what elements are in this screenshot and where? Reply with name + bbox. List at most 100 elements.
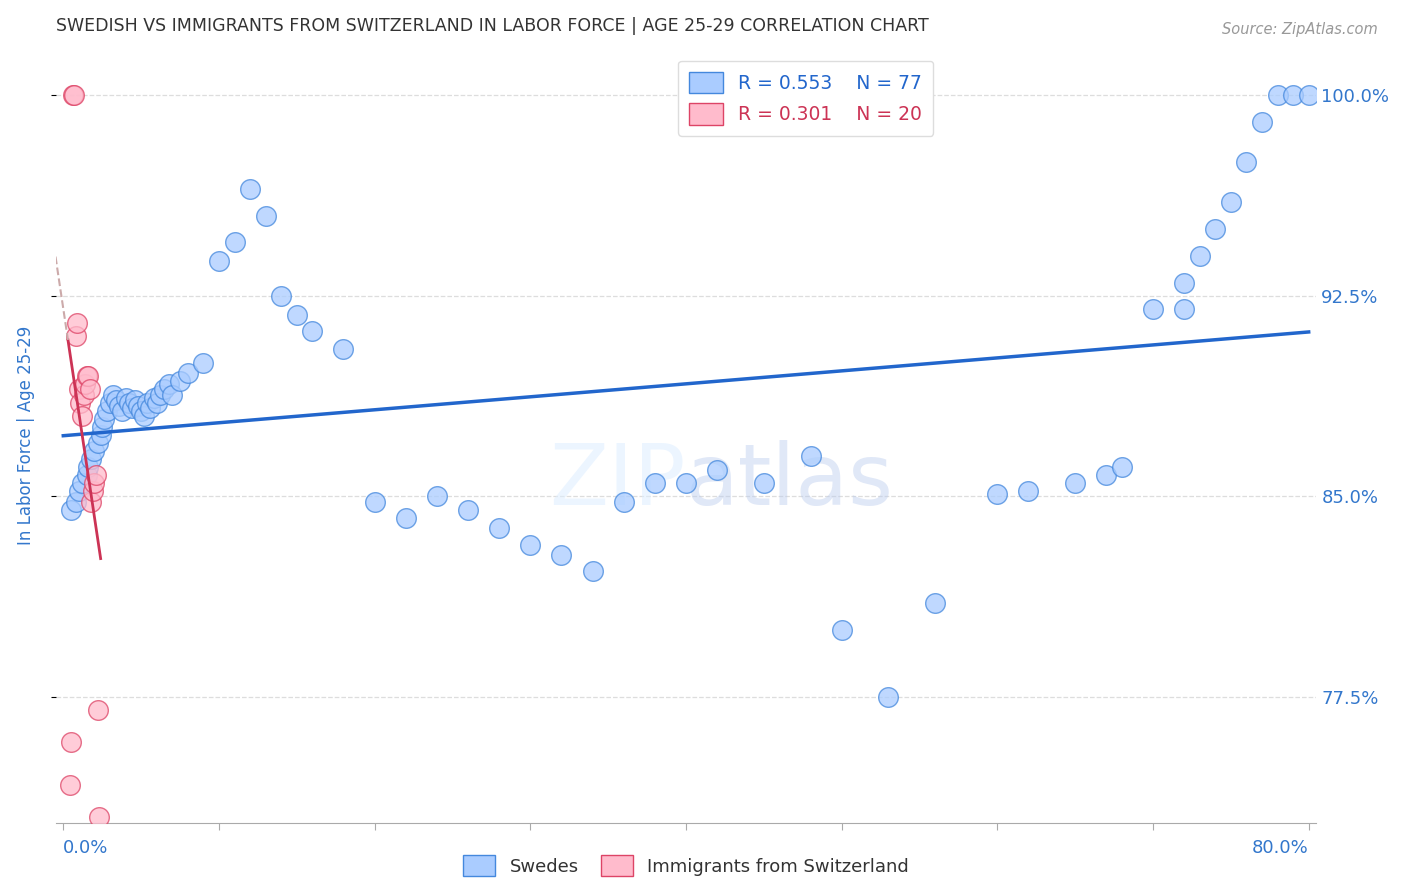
Point — [613, 495, 636, 509]
Point — [134, 409, 156, 424]
Point — [124, 393, 146, 408]
Point — [60, 735, 83, 749]
Point — [108, 399, 131, 413]
Point — [91, 420, 114, 434]
Point — [363, 495, 385, 509]
Point — [332, 343, 354, 357]
Text: Source: ZipAtlas.com: Source: ZipAtlas.com — [1222, 22, 1378, 37]
Point — [285, 308, 308, 322]
Point — [83, 476, 105, 491]
Point — [90, 428, 112, 442]
Point — [80, 452, 103, 467]
Point — [105, 393, 128, 408]
Point — [644, 476, 666, 491]
Point — [98, 396, 121, 410]
Point — [301, 324, 323, 338]
Point — [118, 396, 141, 410]
Point — [752, 476, 775, 491]
Point — [58, 778, 80, 792]
Point — [121, 401, 143, 416]
Point — [457, 503, 479, 517]
Point — [1188, 249, 1211, 263]
Point — [149, 388, 172, 402]
Point — [581, 564, 603, 578]
Point — [208, 254, 231, 268]
Point — [254, 209, 277, 223]
Y-axis label: In Labor Force | Age 25-29: In Labor Force | Age 25-29 — [17, 326, 35, 544]
Point — [86, 436, 108, 450]
Legend: Swedes, Immigrants from Switzerland: Swedes, Immigrants from Switzerland — [456, 848, 917, 883]
Point — [136, 396, 159, 410]
Point — [426, 490, 449, 504]
Point — [82, 484, 104, 499]
Point — [87, 810, 110, 824]
Point — [924, 596, 946, 610]
Point — [70, 409, 93, 424]
Point — [706, 463, 728, 477]
Point — [1219, 195, 1241, 210]
Point — [193, 356, 215, 370]
Point — [139, 401, 162, 416]
Point — [1142, 302, 1164, 317]
Point — [395, 511, 418, 525]
Point — [831, 623, 853, 637]
Point — [239, 182, 262, 196]
Point — [550, 548, 572, 562]
Point — [675, 476, 697, 491]
Point — [224, 235, 246, 250]
Point — [80, 495, 103, 509]
Point — [877, 690, 900, 704]
Point — [65, 495, 87, 509]
Text: SWEDISH VS IMMIGRANTS FROM SWITZERLAND IN LABOR FORCE | AGE 25-29 CORRELATION CH: SWEDISH VS IMMIGRANTS FROM SWITZERLAND I… — [55, 17, 928, 35]
Point — [145, 396, 167, 410]
Text: atlas: atlas — [686, 440, 894, 523]
Point — [177, 367, 200, 381]
Point — [63, 88, 86, 103]
Point — [75, 377, 97, 392]
Point — [986, 487, 1008, 501]
Point — [129, 404, 152, 418]
Point — [84, 468, 107, 483]
Point — [70, 476, 93, 491]
Point — [77, 460, 100, 475]
Point — [86, 703, 108, 717]
Point — [1234, 155, 1257, 169]
Point — [1111, 460, 1133, 475]
Point — [72, 388, 94, 402]
Point — [270, 289, 292, 303]
Point — [1267, 88, 1289, 103]
Point — [67, 383, 90, 397]
Text: 0.0%: 0.0% — [63, 838, 108, 856]
Point — [60, 503, 83, 517]
Point — [77, 369, 100, 384]
Point — [1251, 115, 1274, 129]
Point — [76, 369, 98, 384]
Point — [1064, 476, 1087, 491]
Point — [83, 444, 105, 458]
Point — [111, 404, 134, 418]
Point — [1282, 88, 1305, 103]
Point — [101, 388, 124, 402]
Point — [76, 468, 98, 483]
Point — [1204, 222, 1226, 236]
Point — [79, 383, 101, 397]
Text: 80.0%: 80.0% — [1251, 838, 1309, 856]
Point — [142, 391, 165, 405]
Point — [114, 391, 136, 405]
Point — [1017, 484, 1039, 499]
Point — [67, 484, 90, 499]
Point — [62, 88, 84, 103]
Point — [66, 316, 89, 330]
Point — [96, 404, 118, 418]
Point — [1173, 302, 1195, 317]
Point — [519, 537, 541, 551]
Point — [69, 396, 91, 410]
Point — [1095, 468, 1118, 483]
Point — [1173, 276, 1195, 290]
Point — [153, 383, 176, 397]
Point — [162, 388, 184, 402]
Point — [93, 412, 115, 426]
Point — [169, 375, 191, 389]
Point — [127, 399, 149, 413]
Point — [488, 521, 510, 535]
